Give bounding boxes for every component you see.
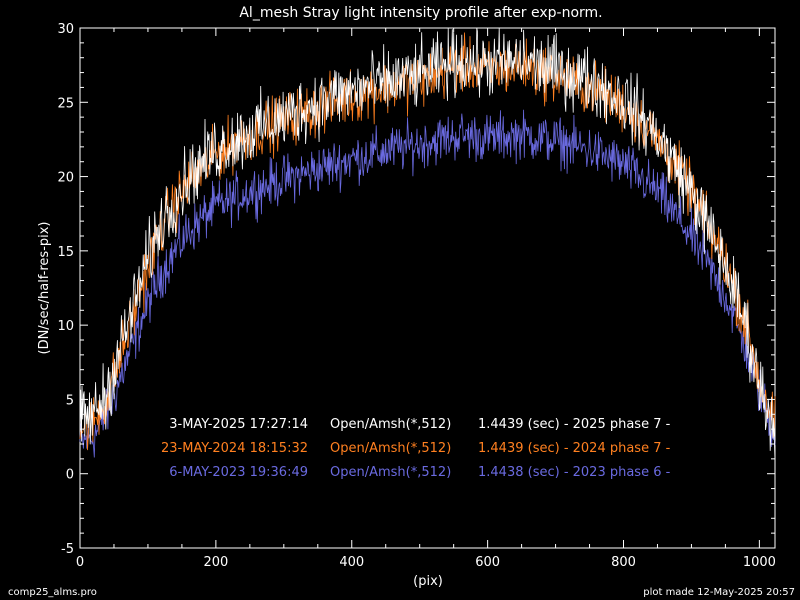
y-tick-label: 30 [57,22,74,37]
y-tick-label: 20 [57,171,74,186]
footer-right: plot made 12-May-2025 20:57 [643,587,795,598]
legend-entry-0-part-2: 1.4439 (sec) - 2025 phase 7 - [478,417,671,432]
series-line-0 [79,27,776,461]
series-layer [79,27,776,461]
x-tick-label: 800 [611,555,636,570]
y-tick-label: 5 [66,393,74,408]
x-axis-label: (pix) [413,574,443,589]
legend-entry-1-part-1: Open/Amsh(*,512) [330,441,451,456]
legend-entry-0-part-1: Open/Amsh(*,512) [330,417,451,432]
y-tick-label: -5 [61,542,74,557]
x-tick-label: 1000 [743,555,776,570]
x-tick-label: 400 [339,555,364,570]
y-tick-label: 25 [57,96,74,111]
x-tick-label: 200 [203,555,228,570]
y-tick-label: 10 [57,319,74,334]
plot-frame [79,27,776,549]
y-tick-label: 0 [66,468,74,483]
legend-entry-1-part-2: 1.4439 (sec) - 2024 phase 7 - [478,441,671,456]
x-tick-label: 600 [475,555,500,570]
legend-entry-2-part-2: 1.4438 (sec) - 2023 phase 6 - [478,465,671,480]
series-line-2 [79,109,776,458]
legend: 3-MAY-2025 17:27:14 Open/Amsh(*,512) 1.443… [161,417,671,480]
legend-entry-2-part-1: Open/Amsh(*,512) [330,465,451,480]
footer-left: comp25_alms.pro [8,587,97,598]
y-axis-label: (DN/sec/half-res-pix) [37,221,52,354]
legend-entry-0-part-0: 3-MAY-2025 17:27:14 [169,417,308,432]
legend-entry-2-part-0: 6-MAY-2023 19:36:49 [169,465,308,480]
y-tick-label: 15 [57,245,74,260]
x-tick-label: 0 [76,555,84,570]
chart-title: Al_mesh Stray light intensity profile af… [239,5,602,21]
legend-entry-1-part-0: 23-MAY-2024 18:15:32 [161,441,308,456]
